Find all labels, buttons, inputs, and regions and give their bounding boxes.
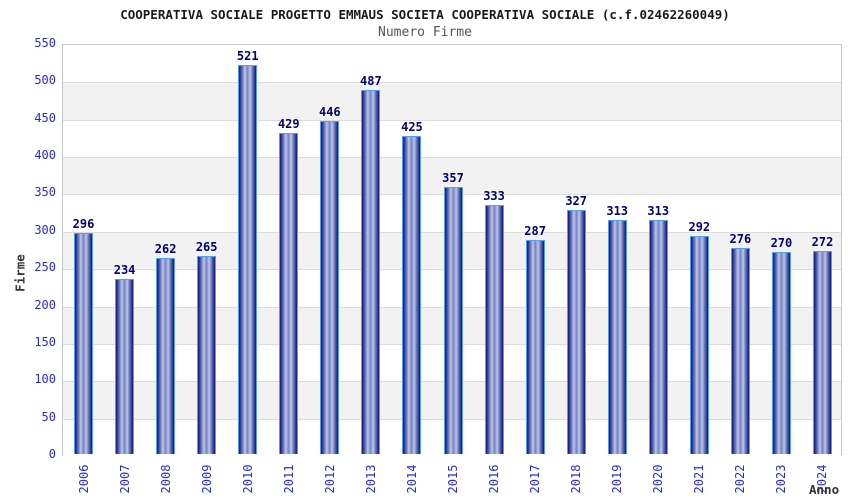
x-tick-label: 2022 bbox=[733, 464, 748, 494]
x-tick-label: 2017 bbox=[528, 464, 543, 494]
bar-value-label: 234 bbox=[113, 263, 136, 278]
bar-value-label: 357 bbox=[442, 171, 464, 186]
x-tick-label: 2016 bbox=[487, 464, 502, 494]
x-tick-label: 2014 bbox=[404, 464, 419, 494]
plot-area: 296 234 262 265 521 429 446 487 425 357 333 287 327 3… bbox=[62, 44, 842, 456]
chart-title: COOPERATIVA SOCIALE PROGETTO EMMAUS SOCI… bbox=[120, 7, 730, 22]
bar-value-label: 425 bbox=[401, 120, 423, 135]
bar-2008 bbox=[156, 258, 176, 454]
bar-2021 bbox=[689, 235, 709, 454]
bar-value-label: 446 bbox=[318, 104, 341, 119]
bar-2009 bbox=[197, 255, 217, 454]
y-tick-label: 450 bbox=[34, 110, 56, 125]
x-tick-label: 2015 bbox=[446, 464, 460, 494]
bar-value-label: 521 bbox=[236, 48, 259, 63]
x-tick-label: 2021 bbox=[692, 464, 707, 494]
bar-value-label: 487 bbox=[360, 74, 382, 89]
bar-value-label: 265 bbox=[195, 239, 218, 254]
x-tick-label: 2013 bbox=[363, 464, 378, 494]
bar-value-label: 276 bbox=[729, 231, 752, 246]
x-tick-label: 2007 bbox=[117, 464, 132, 494]
bar-value-label: 272 bbox=[811, 234, 834, 249]
x-tick-label: 2011 bbox=[281, 464, 296, 494]
x-tick-label: 2020 bbox=[651, 464, 666, 494]
bar-2016 bbox=[484, 205, 504, 454]
bar-2024 bbox=[812, 250, 832, 454]
y-tick-label: 100 bbox=[34, 372, 56, 387]
bar-2015 bbox=[443, 187, 463, 454]
y-tick-label: 350 bbox=[34, 185, 56, 200]
bar-value-label: 287 bbox=[524, 223, 546, 238]
bar-2023 bbox=[771, 252, 791, 454]
bar-2018 bbox=[566, 209, 586, 454]
x-tick-label: 2019 bbox=[610, 464, 625, 494]
bar-value-label: 313 bbox=[606, 204, 629, 219]
y-axis-label: Firme bbox=[12, 254, 28, 292]
x-tick-label: 2009 bbox=[199, 464, 214, 494]
y-tick-label: 50 bbox=[41, 409, 56, 424]
bar-2006 bbox=[74, 232, 94, 454]
bar-2022 bbox=[730, 247, 750, 454]
y-tick-label: 150 bbox=[34, 334, 56, 349]
grid-band bbox=[63, 119, 841, 158]
bar-value-label: 296 bbox=[72, 216, 95, 231]
x-tick-label: 2010 bbox=[240, 464, 255, 494]
bar-2012 bbox=[320, 120, 340, 454]
bar-2017 bbox=[525, 239, 545, 454]
bar-2010 bbox=[238, 64, 258, 454]
bar-value-label: 262 bbox=[154, 242, 177, 257]
y-tick-label: 400 bbox=[34, 148, 56, 163]
x-tick-label: 2012 bbox=[322, 464, 337, 494]
bar-value-label: 292 bbox=[688, 219, 711, 234]
bar-2007 bbox=[115, 279, 135, 454]
bar-value-label: 313 bbox=[647, 204, 670, 219]
y-tick-label: 0 bbox=[48, 447, 56, 461]
bar-value-label: 429 bbox=[277, 117, 300, 132]
bar-value-label: 327 bbox=[565, 193, 587, 208]
x-tick-label: 2006 bbox=[76, 464, 91, 494]
x-axis-label: Anno bbox=[809, 482, 840, 497]
bar-2019 bbox=[607, 220, 627, 454]
x-tick-label: 2018 bbox=[569, 464, 584, 494]
grid-band bbox=[63, 82, 841, 120]
y-tick-label: 300 bbox=[34, 222, 56, 237]
bar-2020 bbox=[648, 220, 668, 454]
y-tick-label: 550 bbox=[34, 36, 56, 50]
bar-value-label: 333 bbox=[483, 189, 505, 204]
bar-2014 bbox=[402, 136, 422, 454]
x-tick-label: 2008 bbox=[158, 464, 173, 494]
y-tick-label: 500 bbox=[34, 73, 56, 88]
bar-value-label: 270 bbox=[770, 236, 793, 251]
y-tick-label: 200 bbox=[34, 297, 56, 312]
bar-2013 bbox=[361, 90, 381, 454]
bar-2011 bbox=[279, 133, 299, 454]
x-tick-label: 2023 bbox=[774, 464, 789, 494]
chart-subtitle: Numero Firme bbox=[378, 25, 472, 40]
y-tick-label: 250 bbox=[34, 260, 56, 275]
grid-band bbox=[63, 45, 841, 83]
